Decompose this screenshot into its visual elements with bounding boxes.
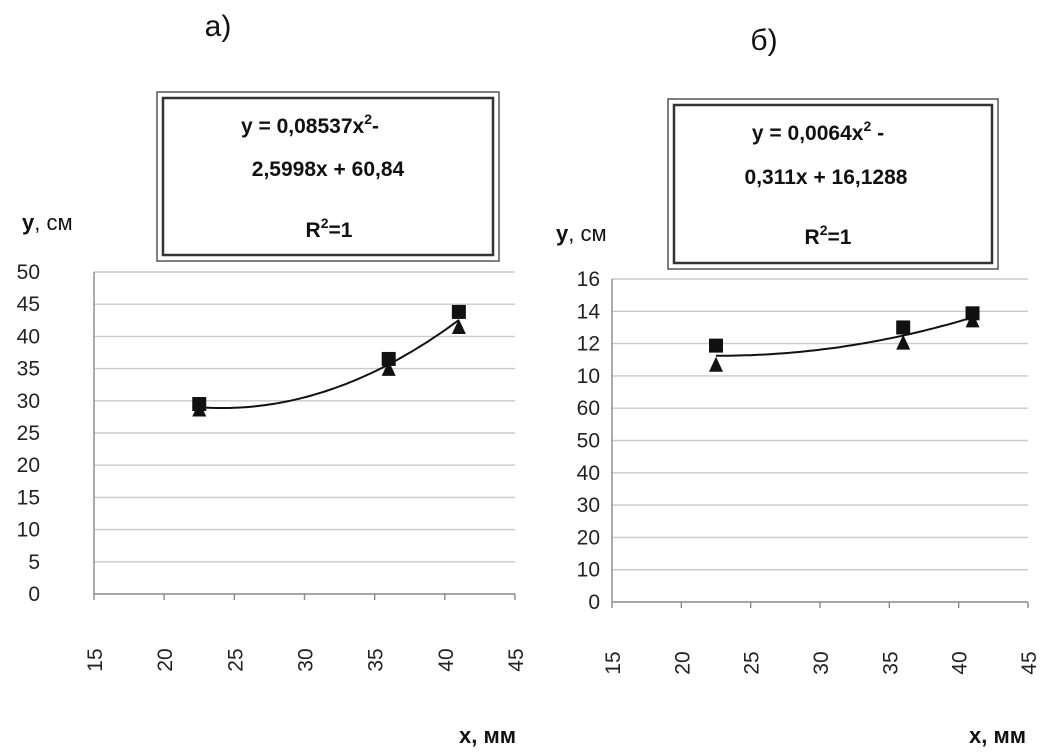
panel-b-square-point-0 (709, 338, 723, 353)
panel-b-x-tick-label-0: 15 (602, 651, 625, 674)
panel-a-x-tick-label-1: 20 (154, 648, 177, 671)
panel-a-x-tick-label-6: 45 (505, 648, 528, 671)
panel-b-y-tick-label-1: 10 (577, 559, 600, 582)
panel-a-y-tick-label-9: 45 (17, 293, 40, 316)
panel-b-plot: 0 10 20 30 40 50 60 10 12 14 16 15 20 25 30 35 40 45 (577, 268, 1041, 675)
panel-a-ylabel: y, см (22, 210, 73, 235)
panel-a-y-tick-label-10: 50 (17, 261, 40, 284)
panel-a-y-tick-label-4: 20 (17, 454, 40, 477)
panel-b-y-tick-label-0: 0 (588, 591, 600, 614)
panel-a-y-tick-label-8: 40 (17, 325, 40, 348)
panel-a-xlabel: x, мм (459, 723, 516, 748)
panel-b-x-tick-label-3: 30 (810, 651, 833, 674)
panel-a-y-tick-label-6: 30 (17, 390, 40, 413)
panel-a-y-tick-label-2: 10 (17, 519, 40, 542)
panel-b-x-tick-label-4: 35 (879, 651, 902, 674)
panel-b-x-tick-label-6: 45 (1018, 651, 1041, 674)
panel-a-x-tick-label-2: 25 (224, 648, 247, 671)
panel-b-y-tick-label-2: 20 (577, 526, 600, 549)
panel-b-r-squared: R2=1 (805, 222, 852, 249)
panel-a-triangle-point-2 (451, 319, 466, 335)
panel-b-equation-box: y = 0,0064x2 - 0,311x + 16,1288 R2=1 (667, 98, 999, 270)
panel-a-equation-line1: y = 0,08537x2- (241, 111, 379, 138)
panel-b-y-tick-label-7: 10 (577, 365, 600, 388)
panel-a-x-tick-label-4: 35 (365, 648, 388, 671)
panel-b-triangle-point-2 (965, 312, 980, 328)
panel-b-y-tick-label-5: 50 (577, 430, 600, 453)
panel-b-x-tick-label-2: 25 (741, 651, 764, 674)
panel-a-trendline (199, 319, 460, 409)
panel-b-y-tick-label-9: 14 (577, 300, 601, 323)
panel-b-xlabel: x, мм (969, 723, 1026, 748)
panel-a-triangle-point-0 (192, 401, 207, 417)
panel-b-x-tick-label-1: 20 (671, 651, 694, 674)
panel-b-ylabel: y, см (556, 221, 607, 246)
panel-b-trendline (716, 316, 973, 357)
panel-a-plot: 0 5 10 15 20 25 30 35 40 45 50 15 20 25 30 35 40 45 (17, 261, 528, 672)
panel-b-y-tick-label-6: 60 (577, 397, 600, 420)
panel-b-y-tick-label-4: 40 (577, 462, 600, 485)
panel-a-equation-box: y = 0,08537x2- 2,5998x + 60,84 R2=1 (156, 91, 500, 262)
panel-b-label: б) (750, 24, 777, 57)
panel-b-triangle-point-0 (709, 356, 723, 372)
panel-a-y-tick-label-3: 15 (17, 486, 40, 509)
panel-a-square-point-1 (381, 351, 396, 366)
panel-b-square-point-1 (896, 320, 911, 335)
panel-b-x-tick-label-5: 40 (949, 651, 972, 674)
panel-a-r-squared: R2=1 (306, 215, 353, 242)
panel-a-x-tick-label-0: 15 (84, 648, 107, 671)
panel-a-y-tick-label-5: 25 (17, 422, 40, 445)
panel-b-triangle-point-1 (896, 334, 911, 350)
panel-b-equation-line1: y = 0,0064x2 - (752, 118, 884, 145)
panel-a-y-tick-label-7: 35 (17, 358, 40, 381)
panel-b-y-tick-label-8: 12 (577, 333, 600, 356)
panel-a-square-point-2 (451, 304, 466, 319)
panel-a-x-tick-label-5: 40 (435, 648, 458, 671)
panel-b-equation-line2: 0,311x + 16,1288 (745, 166, 908, 189)
panel-a-equation-line2: 2,5998x + 60,84 (252, 158, 405, 181)
panel-a-triangle-point-1 (381, 360, 396, 376)
panel-a-y-tick-label-1: 5 (28, 551, 40, 574)
panel-a-y-tick-label-0: 0 (28, 583, 40, 606)
panel-a-label: а) (205, 10, 232, 43)
panel-b-y-tick-label-3: 30 (577, 494, 600, 517)
panel-b-y-tick-label-10: 16 (577, 268, 600, 291)
panel-a-x-tick-label-3: 30 (295, 648, 318, 671)
